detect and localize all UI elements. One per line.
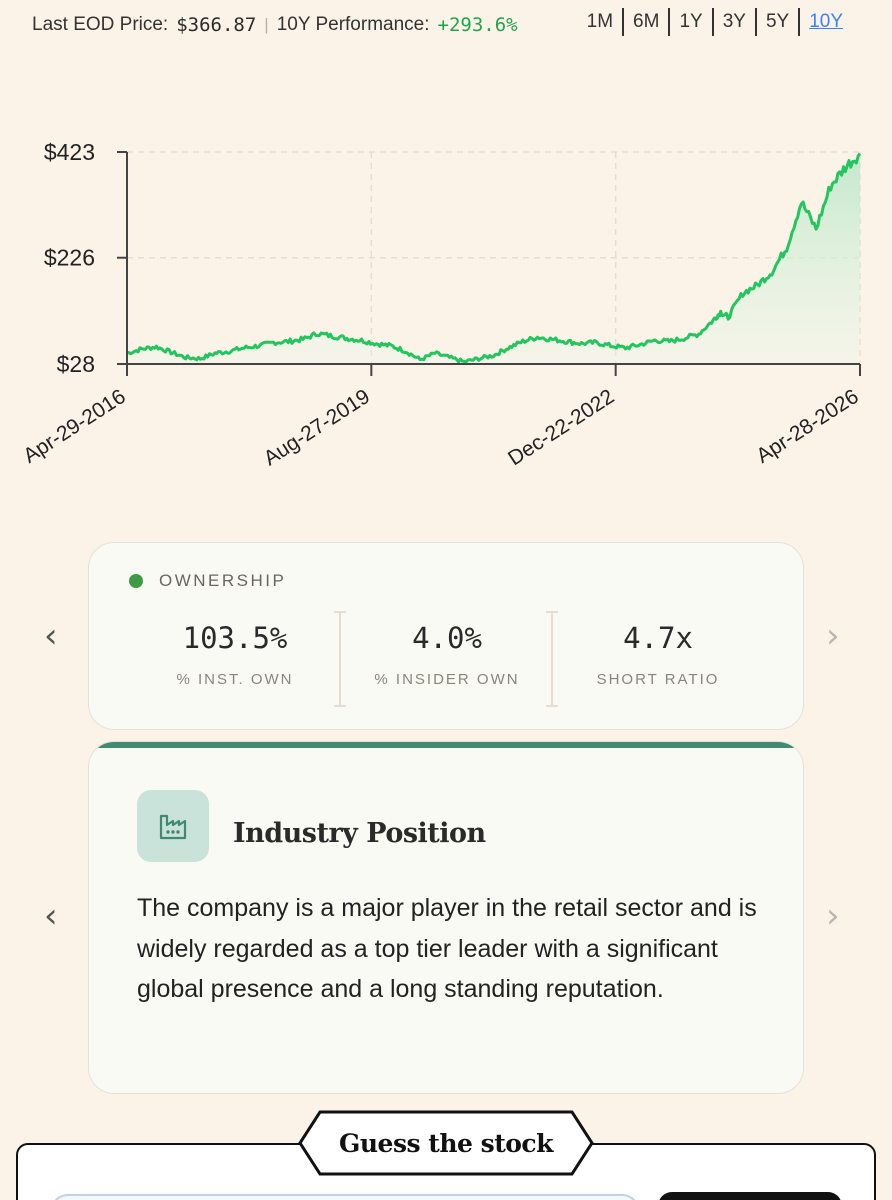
guess-label-badge — [298, 1110, 594, 1176]
metric-value: 4.7x — [623, 621, 693, 655]
guess-submit-button[interactable] — [658, 1192, 842, 1200]
range-divider — [622, 8, 625, 36]
range-6m[interactable]: 6M — [633, 11, 660, 32]
performance-label: 10Y Performance: — [276, 14, 430, 35]
ownership-header: OWNERSHIP — [129, 571, 286, 591]
range-10y[interactable]: 10Y — [809, 11, 843, 32]
metric-inst-own: 103.5% % INST. OWN — [130, 621, 340, 688]
x-tick-label: Dec-22-2022 — [504, 385, 618, 470]
industry-description: The company is a major player in the ret… — [137, 894, 757, 1003]
industry-title: Industry Position — [233, 818, 486, 849]
metric-divider — [546, 611, 558, 707]
price-summary: Last EOD Price: $366.87 | 10Y Performanc… — [32, 10, 518, 40]
performance-value: +293.6% — [437, 14, 518, 36]
metric-label: % INST. OWN — [176, 671, 294, 688]
separator: | — [264, 15, 269, 34]
range-divider — [798, 8, 801, 36]
metric-label: SHORT RATIO — [596, 671, 720, 688]
metric-value: 103.5% — [182, 621, 288, 655]
guess-input[interactable] — [50, 1194, 640, 1200]
range-1y[interactable]: 1Y — [679, 11, 703, 32]
price-line — [126, 152, 862, 364]
price-chart: $423 $226 $28 Apr-29-2016 Aug-27-2019 Dec-22-… — [19, 139, 862, 470]
metric-short-ratio: 4.7x SHORT RATIO — [553, 621, 763, 688]
metric-label: % INSIDER OWN — [374, 671, 520, 688]
x-tick-label: Apr-28-2026 — [752, 385, 862, 468]
industry-card: Industry Position The company is a major… — [88, 741, 804, 1094]
y-tick-label: $423 — [44, 139, 95, 165]
last-price-label: Last EOD Price: — [32, 14, 169, 35]
price-area — [127, 153, 860, 364]
y-tick-label: $226 — [44, 245, 95, 271]
y-tick-label: $28 — [57, 351, 95, 377]
status-dot — [129, 574, 143, 588]
industry-prev-arrow[interactable]: ‹ — [44, 896, 58, 936]
range-3y[interactable]: 3Y — [722, 11, 746, 32]
ownership-title: OWNERSHIP — [159, 571, 287, 590]
ownership-card: OWNERSHIP 103.5% % INST. OWN 4.0% % INSI… — [88, 542, 804, 730]
range-divider — [668, 8, 671, 36]
factory-icon — [137, 790, 209, 862]
metric-divider — [334, 611, 346, 707]
ownership-prev-arrow[interactable]: ‹ — [44, 616, 58, 656]
metric-value: 4.0% — [412, 621, 482, 655]
x-tick-label: Apr-29-2016 — [19, 385, 129, 468]
industry-next-arrow[interactable]: › — [826, 896, 840, 936]
range-divider — [711, 8, 714, 36]
range-1m[interactable]: 1M — [586, 11, 614, 32]
range-selector: 1M 6M 1Y 3Y 5Y 10Y — [578, 8, 852, 36]
card-accent-bar — [89, 742, 803, 748]
metric-insider-own: 4.0% % INSIDER OWN — [342, 621, 552, 688]
guess-title: Guess the stock — [339, 1128, 553, 1158]
range-divider — [754, 8, 757, 36]
ownership-next-arrow[interactable]: › — [826, 616, 840, 656]
x-tick-label: Aug-27-2019 — [260, 385, 374, 470]
range-5y[interactable]: 5Y — [765, 11, 790, 32]
last-price-value: $366.87 — [176, 14, 257, 36]
